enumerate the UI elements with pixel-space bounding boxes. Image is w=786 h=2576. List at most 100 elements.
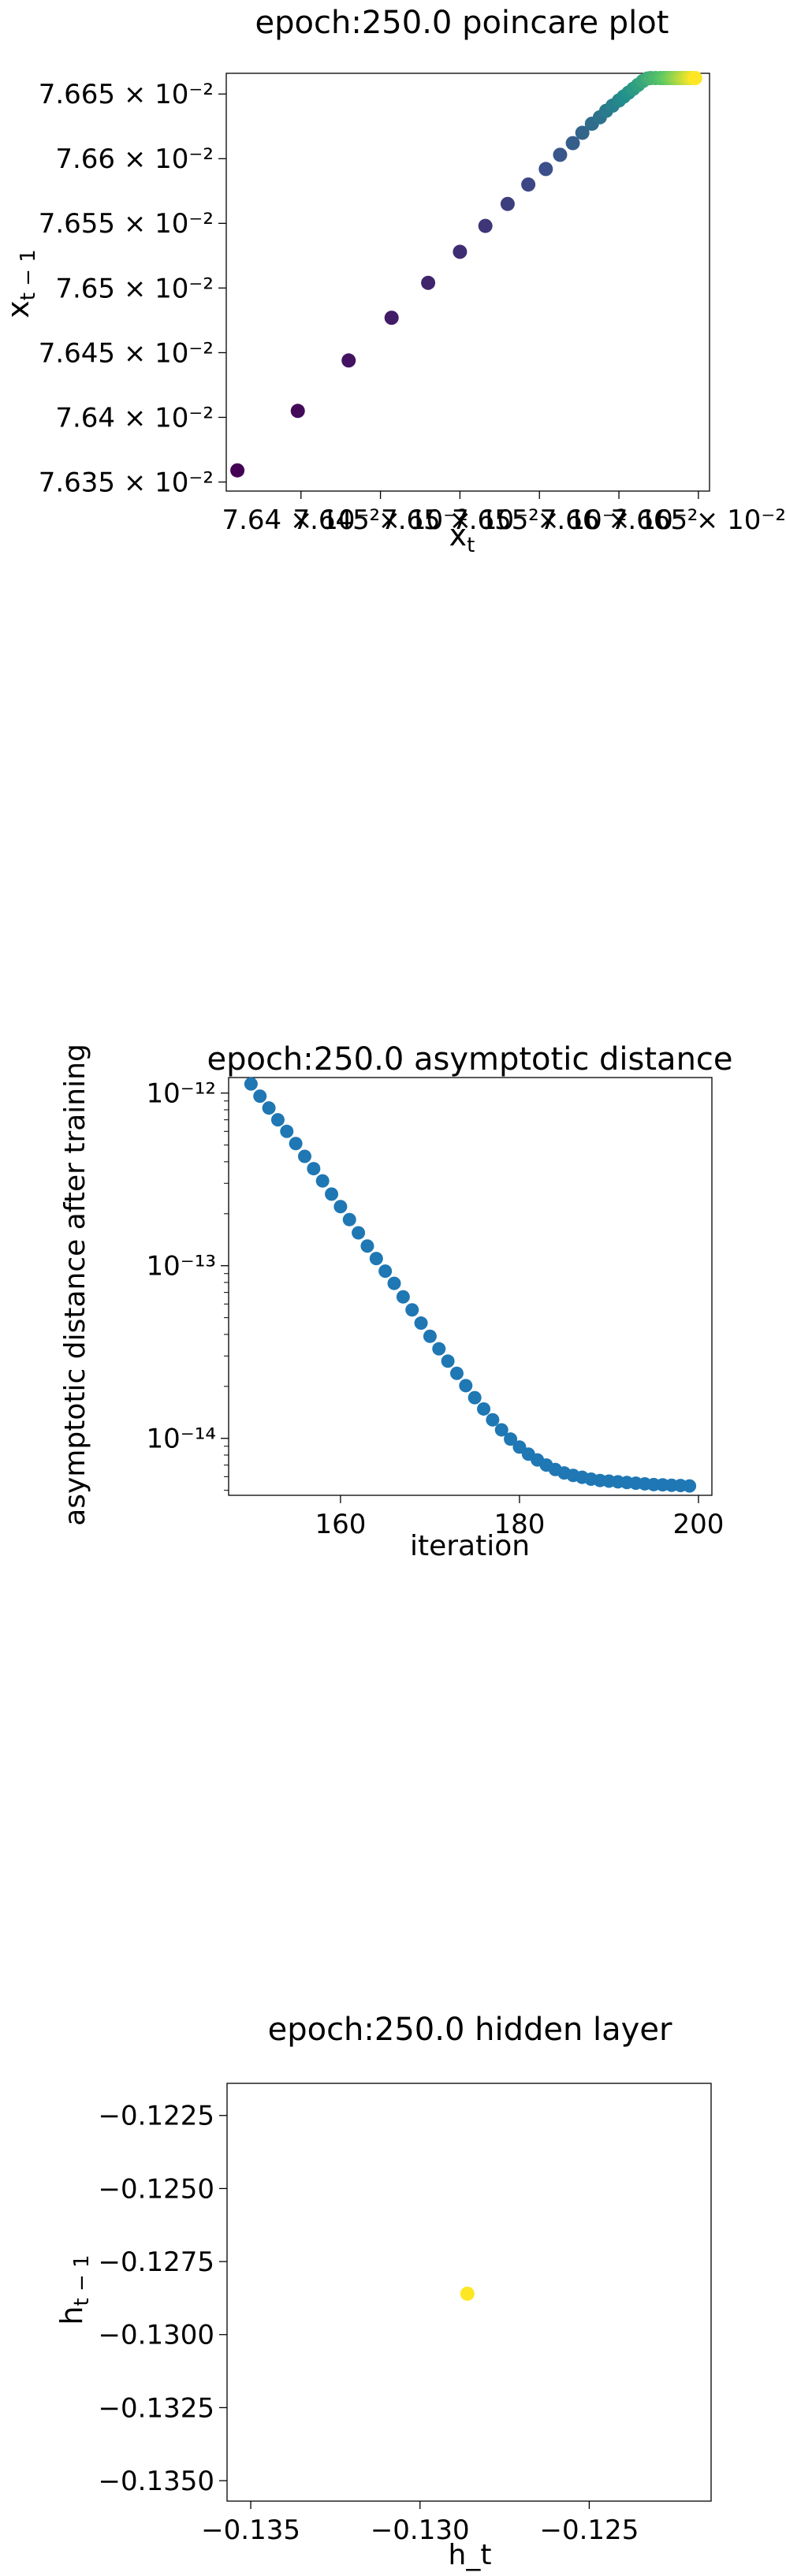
data-point: [500, 196, 515, 211]
y-tick-label: −0.1225: [99, 2101, 214, 2132]
data-point: [270, 1113, 285, 1127]
data-point: [307, 1162, 321, 1176]
x-tick-label: 160: [315, 1509, 366, 1540]
y-axis-ticks: 10⁻¹⁴ 10⁻¹³ 10⁻¹²: [147, 1078, 229, 1491]
data-point: [253, 1089, 267, 1104]
x-tick-label: 7.66 × 10⁻²: [540, 504, 698, 536]
data-point: [521, 177, 536, 192]
x-axis-ticks: −0.135 −0.130 −0.125: [201, 2501, 639, 2546]
data-point: [687, 71, 702, 85]
plot-frame: [228, 1077, 713, 1496]
data-point: [575, 125, 590, 140]
hidden-layer-svg: epoch:250.0 hidden layer −0.135 −0.130 −0.…: [54, 2012, 712, 2571]
x-tick-label: 7.665 × 10⁻²: [611, 504, 786, 536]
data-point: [230, 463, 245, 478]
data-point: [384, 311, 399, 326]
data-point: [244, 1077, 258, 1091]
data-point: [504, 1432, 518, 1446]
x-axis-label: xt: [449, 518, 475, 557]
y-tick-label: 7.665 × 10⁻²: [39, 79, 214, 110]
data-point: [486, 1413, 500, 1427]
y-tick-label: 7.655 × 10⁻²: [39, 208, 214, 240]
data-point: [290, 404, 305, 419]
data-point: [297, 1149, 311, 1163]
asymptotic-distance-chart: epoch:250.0 asymptotic distance 160 180 20…: [0, 1025, 786, 1576]
data-point: [421, 275, 436, 290]
data-point: [449, 1366, 464, 1380]
data-point: [565, 136, 580, 151]
data-point: [387, 1276, 401, 1290]
data-point: [477, 1402, 491, 1416]
y-tick-label: −0.1350: [99, 2466, 214, 2497]
poincare-plot-svg: epoch:250.0 poincare plot 7.64 × 10⁻²7.6…: [1, 5, 786, 557]
y-axis-label: asymptotic distance after training: [59, 1044, 91, 1526]
data-point: [333, 1200, 348, 1214]
y-axis-ticks: 7.635 × 10⁻² 7.64 × 10⁻² 7.645 × 10⁻² 7.65 …: [39, 79, 226, 498]
y-tick-label: −0.1250: [99, 2173, 214, 2205]
data-point: [342, 1212, 356, 1227]
y-tick-label: −0.1325: [99, 2392, 214, 2424]
y-tick-label: 7.64 × 10⁻²: [55, 402, 214, 434]
y-tick-label: 7.635 × 10⁻²: [39, 467, 214, 498]
data-point: [396, 1290, 410, 1304]
data-point: [468, 1390, 482, 1405]
x-axis-ticks: 160 180 200: [315, 1495, 724, 1540]
data-point: [378, 1264, 393, 1279]
data-points: [460, 2286, 475, 2301]
y-tick-label: 10⁻¹³: [147, 1251, 216, 1282]
poincare-chart: epoch:250.0 poincare plot 7.64 × 10⁻² 7.6…: [0, 0, 786, 599]
data-point: [352, 1226, 366, 1240]
x-tick-label: 7.655 × 10⁻²: [452, 504, 627, 536]
data-point: [405, 1303, 419, 1317]
y-tick-label: −0.1275: [99, 2247, 214, 2278]
data-point: [538, 162, 553, 177]
data-point: [423, 1329, 437, 1343]
data-point: [478, 218, 493, 233]
data-point: [325, 1187, 339, 1201]
y-tick-label: 7.645 × 10⁻²: [39, 337, 214, 369]
y-tick-label: 10⁻¹²: [147, 1078, 216, 1110]
data-point: [289, 1137, 303, 1151]
data-point: [553, 147, 568, 162]
data-point: [432, 1342, 446, 1356]
y-axis-ticks: −0.1350 −0.1325 −0.1300 −0.1275 −0.1250 −0.12…: [99, 2101, 227, 2497]
data-point: [341, 353, 356, 368]
hidden-layer-chart: epoch:250.0 hidden layer −0.135 −0.130 −0.…: [0, 2002, 786, 2576]
x-tick-label: −0.130: [371, 2515, 470, 2546]
x-axis-ticks: 7.64 × 10⁻²7.645 × 10⁻²7.65 × 10⁻²7.655 …: [222, 491, 786, 536]
plot-frame: [226, 2083, 712, 2502]
y-tick-label: 10⁻¹⁴: [147, 1424, 216, 1455]
x-tick-label: 180: [494, 1509, 545, 1540]
x-tick-label: −0.135: [201, 2515, 300, 2546]
x-axis-label: iteration: [410, 1530, 530, 1562]
data-point: [460, 2286, 475, 2301]
y-tick-label: 7.65 × 10⁻²: [55, 273, 214, 304]
data-point: [414, 1316, 428, 1331]
data-point: [683, 1479, 697, 1493]
chart-title: epoch:250.0 poincare plot: [255, 5, 669, 41]
chart-title: epoch:250.0 hidden layer: [268, 2012, 672, 2048]
plot-frame: [225, 73, 710, 492]
data-point: [280, 1124, 294, 1138]
data-point: [360, 1239, 374, 1253]
x-tick-label: 7.65 × 10⁻²: [381, 504, 539, 536]
y-axis-label: xt − 1: [1, 249, 40, 318]
y-tick-label: 7.66 × 10⁻²: [55, 143, 214, 175]
data-point: [494, 1423, 508, 1437]
x-tick-label: 7.64 × 10⁻²: [222, 504, 380, 536]
data-point: [369, 1252, 383, 1266]
data-point: [262, 1101, 276, 1115]
data-points: [244, 1077, 697, 1493]
x-tick-label: 7.645 × 10⁻²: [292, 504, 468, 536]
data-point: [453, 244, 468, 259]
chart-title: epoch:250.0 asymptotic distance: [207, 1041, 732, 1078]
data-point: [441, 1354, 455, 1368]
data-points: [230, 71, 702, 478]
x-tick-label: 200: [673, 1509, 725, 1540]
y-axis-label: ht − 1: [54, 2254, 94, 2325]
data-point: [459, 1379, 473, 1393]
x-axis-label: h_t: [449, 2539, 492, 2571]
data-point: [512, 1440, 527, 1454]
data-point: [315, 1174, 330, 1188]
x-tick-label: −0.125: [540, 2515, 639, 2546]
